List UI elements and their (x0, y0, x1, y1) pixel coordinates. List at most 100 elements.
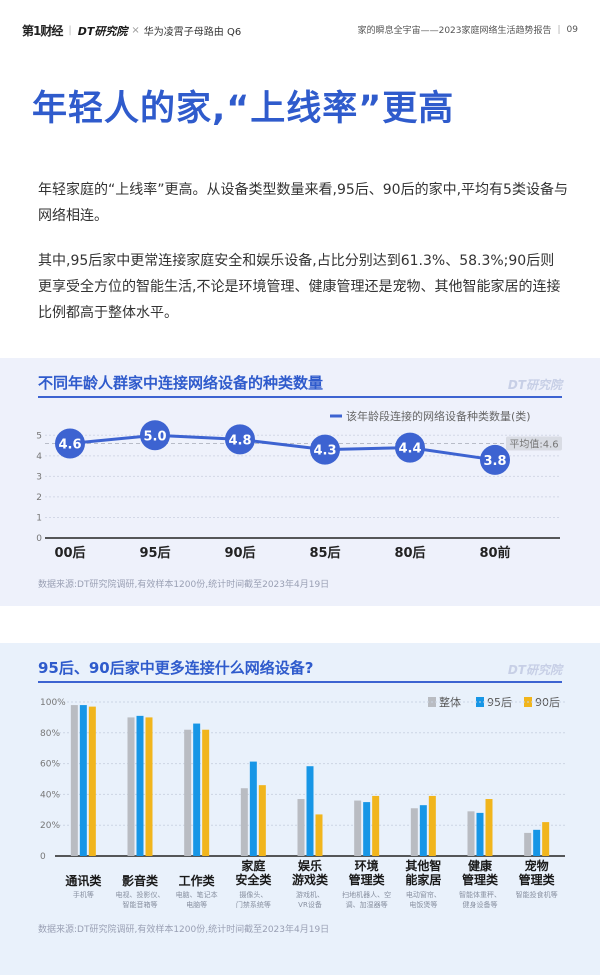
category-label: 管理类 (519, 872, 556, 887)
category-sublabel: VR设备 (298, 900, 322, 909)
category-label: 娱乐 (298, 858, 322, 873)
bar (145, 717, 153, 856)
data-point (55, 428, 85, 459)
y-tick-label: 80% (40, 729, 60, 739)
data-point (140, 420, 170, 451)
y-tick-label: 3 (36, 472, 42, 482)
y-tick-label: 20% (40, 821, 60, 831)
bar (410, 808, 418, 856)
average-label-bg (506, 436, 562, 451)
bar (542, 822, 550, 856)
category-sublabel: 手机等 (73, 890, 94, 899)
bar (249, 761, 257, 856)
bar-chart-watermark: DT研究院 (507, 663, 562, 677)
bar (363, 802, 371, 856)
category-sublabel: 智能投食机等 (516, 890, 558, 899)
y-tick-label: 40% (40, 790, 60, 800)
data-label: 5.0 (143, 429, 166, 444)
category-sublabel: 扫地机器人、空 (342, 890, 391, 899)
partner-product: 华为凌霄子母路由 Q6 (143, 27, 242, 38)
y-tick-label: 0 (40, 852, 46, 862)
data-point (480, 444, 510, 475)
legend-label: 该年龄段连接的网络设备种类数量(类) (346, 409, 531, 423)
line-chart-title: 不同年龄人群家中连接网络设备的种类数量 (38, 374, 324, 392)
data-label: 4.3 (313, 444, 336, 459)
bar (315, 814, 323, 856)
category-sublabel: 游戏机、 (296, 890, 324, 899)
category-sublabel: 电视、投影仪、 (116, 890, 165, 899)
bar (88, 706, 96, 856)
bar (354, 800, 362, 856)
data-label: 4.4 (398, 442, 421, 457)
bar (372, 795, 380, 856)
bar (184, 729, 192, 856)
data-label: 4.8 (228, 433, 251, 448)
line-chart-source: 数据来源:DT研究院调研,有效样本1200份,统计时间截至2023年4月19日 (38, 580, 330, 590)
x-tick-label: 80后 (394, 545, 425, 561)
bar (193, 723, 201, 856)
bar (70, 705, 78, 856)
x-tick-label: 90后 (224, 545, 255, 561)
category-label: 游戏类 (292, 872, 329, 887)
line-chart: 该年龄段连接的网络设备种类数量(类) 0 1 2 3 4 5 平均值:4.6 4.6 5.0 4.8… (36, 409, 562, 561)
brand-logos: 第1财经 | DT研究院 × 华为凌霄子母路由 Q6 (22, 22, 241, 39)
page-number: 09 (566, 24, 578, 35)
category-label: 管理类 (462, 872, 499, 887)
bar (476, 812, 484, 856)
bar (485, 799, 493, 856)
category-sublabel: 摄像头、 (239, 890, 267, 899)
x-tick-label: 80前 (479, 545, 510, 561)
category-sublabel: 电饭煲等 (409, 900, 437, 909)
category-sublabel: 智能体重秤、 (459, 890, 501, 899)
x-tick-label: 95后 (139, 545, 170, 561)
y-tick-label: 5 (36, 431, 42, 441)
y-tick-label: 2 (36, 493, 42, 503)
cross-mark: × (131, 25, 140, 36)
category-label: 能家居 (405, 872, 441, 887)
bar (533, 829, 541, 856)
category-sublabel: 调、加湿器等 (346, 900, 388, 909)
x-tick-label: 85后 (309, 545, 340, 561)
bar (524, 832, 532, 856)
line-chart-watermark: DT研究院 (507, 378, 562, 392)
dt-logo: DT研究院 (77, 24, 128, 38)
logo-divider: | (68, 25, 72, 36)
category-label: 工作类 (179, 873, 216, 888)
legend-label: 整体 (439, 695, 461, 709)
category-sublabel: 智能音箱等 (123, 900, 158, 909)
page-title: 年轻人的家,“上线率”更高 (32, 89, 455, 129)
bar (306, 766, 314, 856)
y-tick-label: 1 (36, 513, 42, 523)
bar (127, 717, 135, 856)
bar (467, 811, 475, 856)
x-tick-label: 00后 (54, 545, 85, 561)
data-point (225, 424, 255, 455)
bar-chart-source: 数据来源:DT研究院调研,有效样本1200份,统计时间截至2023年4月19日 (38, 925, 330, 935)
category-sublabel: 电脑、笔记本 (176, 890, 218, 899)
line-chart-panel (0, 358, 600, 606)
category-label: 健康 (468, 858, 493, 873)
category-label: 宠物 (525, 858, 549, 873)
category-sublabel: 电脑等 (186, 900, 207, 909)
bar (419, 805, 427, 856)
top-bar: 第1财经 | DT研究院 × 华为凌霄子母路由 Q6 家的瞬息全宇宙——2023… (0, 0, 600, 50)
bar (202, 729, 210, 856)
bar-chart-title: 95后、90后家中更多连接什么网络设备? (38, 659, 314, 677)
yicai-logo: 第1财经 (22, 24, 63, 38)
report-title: 家的瞬息全宇宙——2023家庭网络生活趋势报告 (357, 26, 552, 36)
data-label: 4.6 (58, 437, 81, 452)
y-tick-label: 60% (40, 760, 60, 770)
bar (428, 795, 436, 856)
category-label: 安全类 (235, 872, 272, 887)
data-point (310, 434, 340, 465)
report-header: 家的瞬息全宇宙——2023家庭网络生活趋势报告 | 09 (357, 23, 578, 37)
average-label: 平均值:4.6 (509, 437, 558, 450)
bar (258, 785, 266, 856)
data-point (395, 432, 425, 463)
category-label: 影音类 (122, 873, 159, 888)
bar-chart-title-rule (38, 681, 562, 683)
y-tick-label: 4 (36, 452, 42, 462)
category-sublabel: 电动窗帘、 (406, 890, 441, 899)
category-label: 家庭 (241, 858, 265, 873)
bar (297, 799, 305, 856)
